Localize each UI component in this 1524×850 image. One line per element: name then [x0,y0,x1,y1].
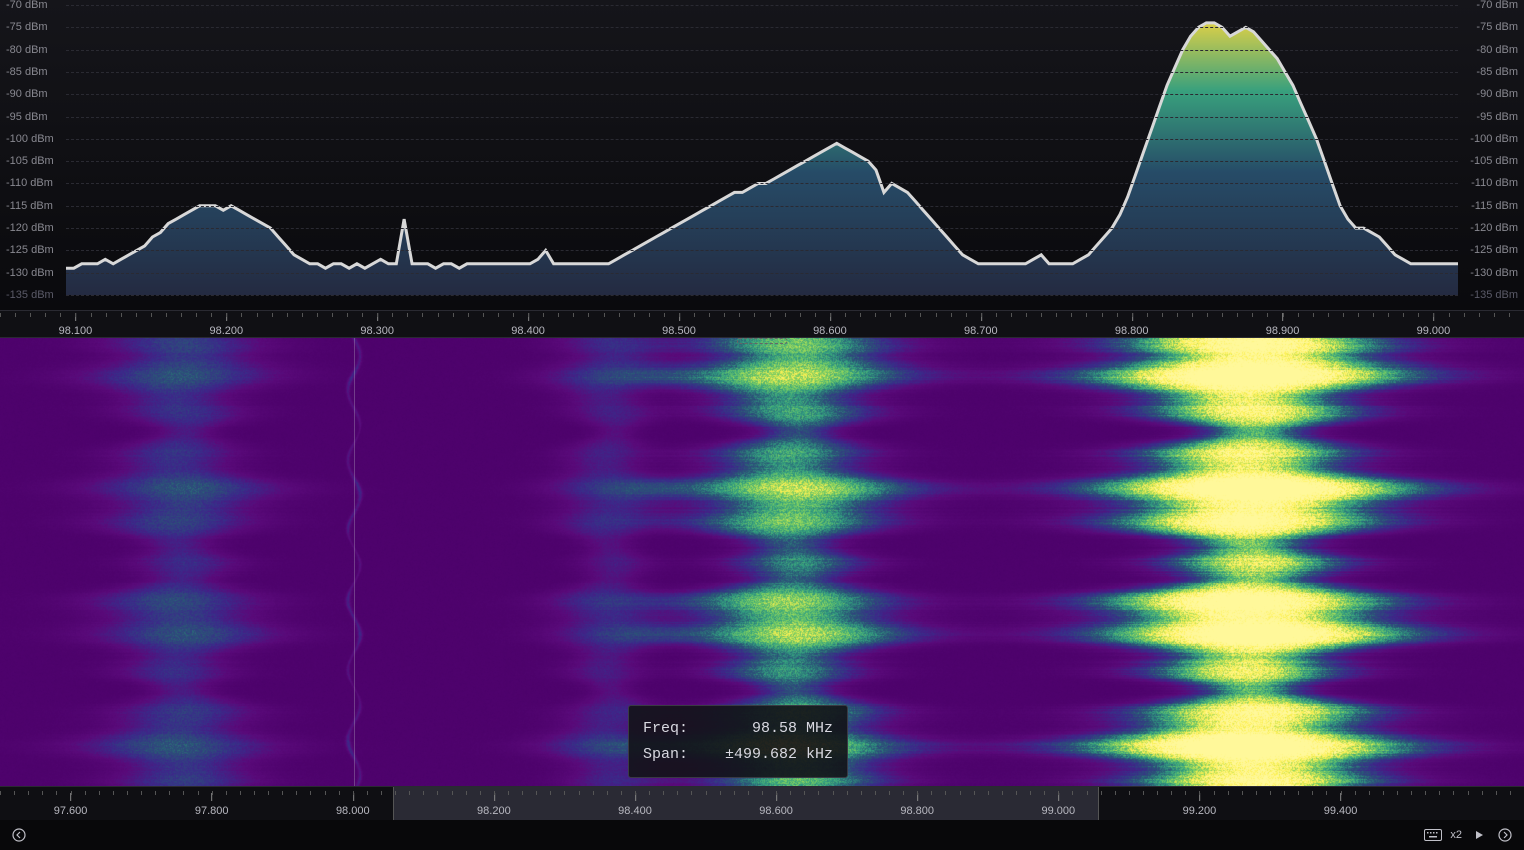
scroll-right-full-icon[interactable] [1494,824,1516,846]
freq-ruler-top[interactable]: 98.10098.20098.30098.40098.50098.60098.7… [0,310,1524,338]
y-axis-left: -70 dBm-75 dBm-80 dBm-85 dBm-90 dBm-95 d… [0,0,66,295]
info-freq-value: 98.58 MHz [703,716,833,742]
keyboard-icon[interactable] [1422,824,1444,846]
zoom-level-label: x2 [1450,829,1462,841]
spectrum-svg [66,5,1458,295]
waterfall-cursor-line [354,338,355,786]
info-overlay: Freq: 98.58 MHz Span: ±499.682 kHz [628,705,848,778]
bottom-control-bar: x2 [0,820,1524,850]
spectrum-panel[interactable]: -70 dBm-75 dBm-80 dBm-85 dBm-90 dBm-95 d… [0,0,1524,310]
spectrum-plot-area[interactable] [66,5,1458,295]
info-span-value: ±499.682 kHz [703,742,833,768]
scroll-left-full-icon[interactable] [8,824,30,846]
splitter-handle[interactable] [737,338,787,344]
play-icon[interactable] [1468,824,1490,846]
freq-ruler-bottom[interactable]: 97.60097.80098.00098.20098.40098.60098.8… [0,786,1524,820]
y-axis-right: -70 dBm-75 dBm-80 dBm-85 dBm-90 dBm-95 d… [1458,0,1524,295]
info-span-label: Span: [643,742,703,768]
info-freq-label: Freq: [643,716,703,742]
